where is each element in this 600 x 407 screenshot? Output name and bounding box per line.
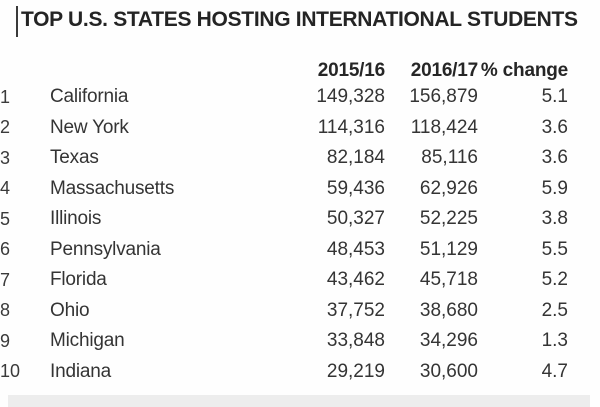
pct-change-cell: 5.2 bbox=[541, 269, 568, 291]
value-2016-17-cell: 156,879 bbox=[409, 86, 478, 108]
rank-column-header bbox=[0, 48, 50, 82]
table-row: 6 Pennsylvania 48,453 51,129 5.5 bbox=[0, 235, 600, 266]
table-row: 2 New York 114,316 118,424 3.6 bbox=[0, 113, 600, 144]
value-2016-17-cell: 85,116 bbox=[421, 147, 478, 169]
state-cell: Florida bbox=[50, 269, 107, 291]
value-2015-16-cell: 48,453 bbox=[326, 238, 385, 260]
rank-cell: 8 bbox=[0, 300, 11, 321]
value-2016-17-cell: 118,424 bbox=[410, 116, 478, 138]
rank-cell: 2 bbox=[0, 117, 11, 138]
pct-change-cell: 1.3 bbox=[541, 330, 568, 352]
table-row: 10 Indiana 29,219 30,600 4.7 bbox=[0, 357, 600, 388]
table-row: 8 Ohio 37,752 38,680 2.5 bbox=[0, 296, 600, 327]
table-row: 4 Massachusetts 59,436 62,926 5.9 bbox=[0, 174, 600, 205]
pct-change-cell: 5.5 bbox=[541, 238, 568, 260]
pct-change-cell: 2.5 bbox=[541, 299, 568, 321]
value-2015-16-cell: 50,327 bbox=[326, 208, 385, 230]
state-cell: Massachusetts bbox=[50, 177, 175, 199]
footer-shading-bar bbox=[8, 395, 590, 407]
table-row: 1 California 149,328 156,879 5.1 bbox=[0, 82, 600, 113]
value-2016-17-cell: 45,718 bbox=[419, 269, 478, 291]
value-2015-16-cell: 149,328 bbox=[316, 86, 385, 108]
pct-change-cell: 5.9 bbox=[541, 177, 568, 199]
rank-cell: 5 bbox=[0, 208, 11, 229]
state-cell: Ohio bbox=[50, 299, 90, 321]
value-2016-17-cell: 62,926 bbox=[419, 177, 478, 199]
state-cell: Pennsylvania bbox=[50, 238, 161, 260]
rank-cell: 4 bbox=[0, 178, 11, 199]
table-row: 7 Florida 43,462 45,718 5.2 bbox=[0, 265, 600, 296]
value-2016-17-cell: 38,680 bbox=[419, 299, 478, 321]
value-2016-17-cell: 30,600 bbox=[419, 360, 478, 382]
state-column-header bbox=[50, 48, 265, 82]
students-table: 2015/16 2016/17 % change 1 California 149,… bbox=[0, 48, 600, 387]
value-2015-16-cell: 59,436 bbox=[326, 177, 385, 199]
value-2015-16-cell: 29,219 bbox=[326, 360, 385, 382]
value-2015-16-cell: 43,462 bbox=[326, 269, 385, 291]
column-header-2016-17: 2016/17 bbox=[410, 60, 478, 81]
state-cell: California bbox=[50, 86, 129, 108]
value-2016-17-cell: 34,296 bbox=[419, 330, 478, 352]
pct-change-cell: 5.1 bbox=[541, 86, 568, 108]
state-cell: Indiana bbox=[50, 360, 111, 382]
value-2016-17-cell: 52,225 bbox=[419, 208, 478, 230]
state-cell: Michigan bbox=[50, 330, 125, 352]
state-cell: Illinois bbox=[50, 208, 102, 230]
rank-cell: 6 bbox=[0, 239, 11, 260]
text-cursor-caret bbox=[16, 6, 18, 37]
table-row: 3 Texas 82,184 85,116 3.6 bbox=[0, 143, 600, 174]
table-row: 5 Illinois 50,327 52,225 3.8 bbox=[0, 204, 600, 235]
value-2015-16-cell: 82,184 bbox=[326, 147, 385, 169]
pct-change-cell: 4.7 bbox=[541, 360, 568, 382]
pct-change-cell: 3.8 bbox=[541, 208, 568, 230]
value-2015-16-cell: 114,316 bbox=[317, 116, 385, 138]
value-2015-16-cell: 33,848 bbox=[326, 330, 385, 352]
table-row: 9 Michigan 33,848 34,296 1.3 bbox=[0, 326, 600, 357]
pct-change-cell: 3.6 bbox=[541, 116, 568, 138]
column-header-pct-change: % change bbox=[480, 60, 568, 81]
value-2015-16-cell: 37,752 bbox=[326, 299, 385, 321]
rank-cell: 9 bbox=[0, 330, 11, 351]
pct-change-cell: 3.6 bbox=[541, 147, 568, 169]
table-body: 1 California 149,328 156,879 5.1 2 New York 114… bbox=[0, 82, 600, 387]
value-2016-17-cell: 51,129 bbox=[419, 238, 478, 260]
rank-cell: 1 bbox=[0, 86, 11, 107]
page-title: TOP U.S. STATES HOSTING INTERNATIONAL ST… bbox=[21, 8, 578, 31]
rank-cell: 10 bbox=[0, 361, 21, 382]
rank-cell: 3 bbox=[0, 147, 11, 168]
rank-cell: 7 bbox=[0, 269, 11, 290]
column-header-2015-16: 2015/16 bbox=[317, 60, 385, 81]
state-cell: New York bbox=[50, 116, 129, 138]
state-cell: Texas bbox=[50, 147, 99, 169]
table-header: 2015/16 2016/17 % change bbox=[0, 48, 600, 82]
